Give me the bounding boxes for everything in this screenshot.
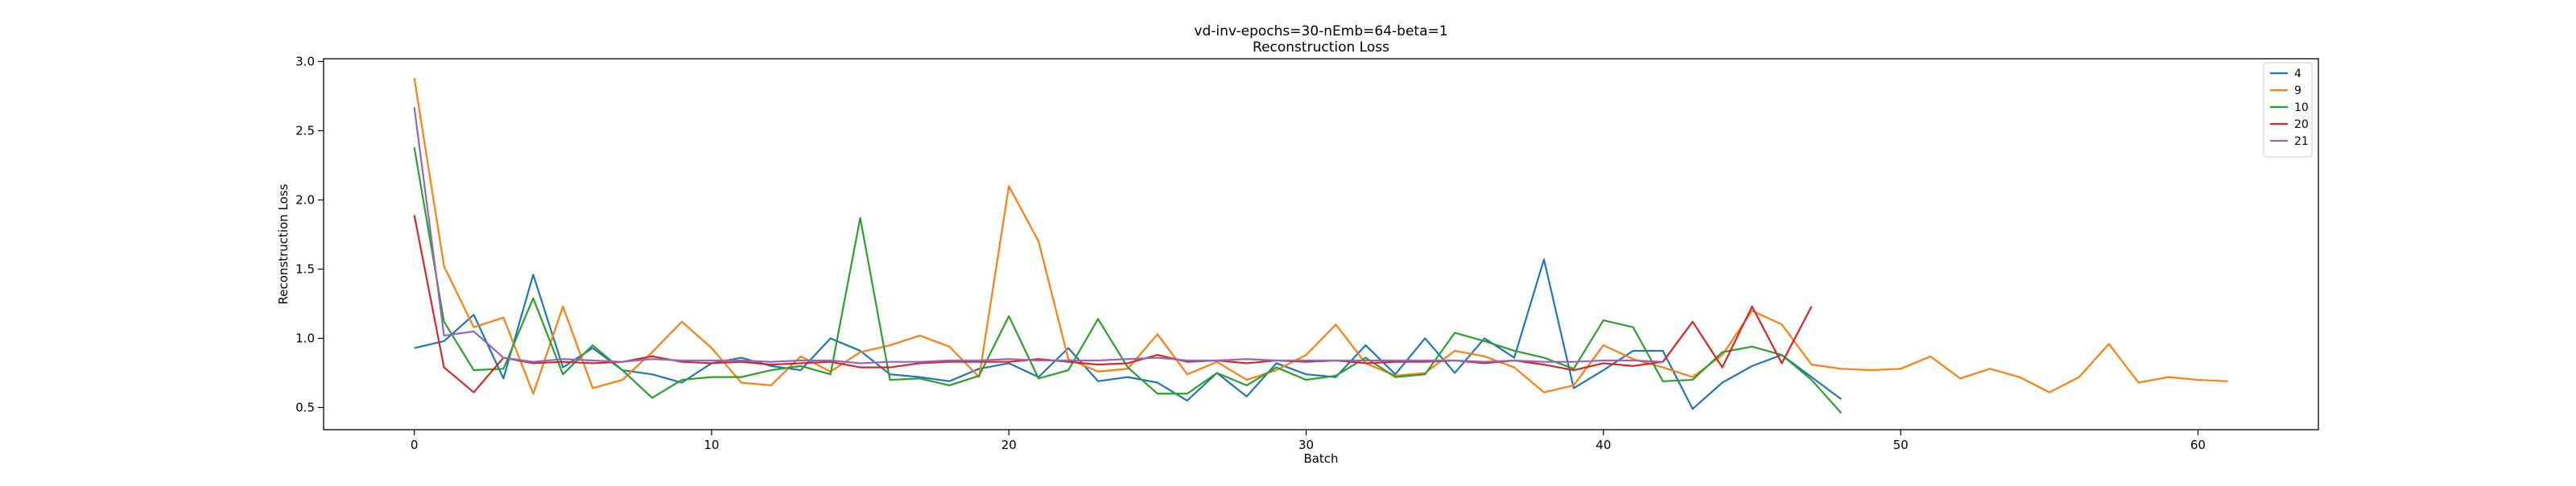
y-tick-label: 0.5 (295, 400, 315, 414)
x-tick-label: 30 (1298, 438, 1314, 452)
y-tick-label: 2.5 (295, 123, 315, 138)
series-line-9 (413, 77, 2228, 395)
series-line-21 (413, 107, 1663, 364)
legend-label-10: 10 (2294, 101, 2309, 114)
series-lines (413, 77, 2228, 414)
y-tick-label: 3.0 (295, 54, 315, 68)
legend-box (2263, 62, 2313, 158)
series-line-4 (414, 258, 1842, 410)
y-tick-label: 1.0 (295, 331, 315, 345)
x-tick-label: 60 (2190, 438, 2206, 452)
chart-subtitle: Reconstruction Loss (1253, 39, 1389, 56)
legend-label-9: 9 (2294, 84, 2301, 97)
x-tick-label: 50 (1893, 438, 1909, 452)
y-tick-label: 2.0 (295, 192, 315, 207)
x-tick-label: 40 (1596, 438, 1611, 452)
x-tick-label: 0 (411, 438, 419, 452)
legend-label-21: 21 (2294, 135, 2309, 148)
y-tick-label: 1.5 (295, 262, 315, 276)
x-axis-ticks: 0 10 20 30 40 50 60 (411, 430, 2206, 452)
series-line-20 (413, 215, 1813, 393)
x-axis-label: Batch (1303, 451, 1338, 466)
legend-label-4: 4 (2294, 68, 2301, 80)
plot-frame (323, 58, 2319, 430)
x-tick-label: 20 (1001, 438, 1017, 452)
legend-label-20: 20 (2294, 118, 2309, 131)
x-tick-label: 10 (704, 438, 719, 452)
y-axis-ticks: 0.5 1.0 1.5 2.0 2.5 3.0 (295, 54, 324, 414)
chart-title: vd-inv-epochs=30-nEmb=64-beta=1 (1194, 23, 1447, 39)
legend: 4 9 10 20 21 (2263, 62, 2313, 158)
series-line-10 (413, 146, 1843, 414)
y-axis-label: Reconstruction Loss (276, 183, 291, 304)
